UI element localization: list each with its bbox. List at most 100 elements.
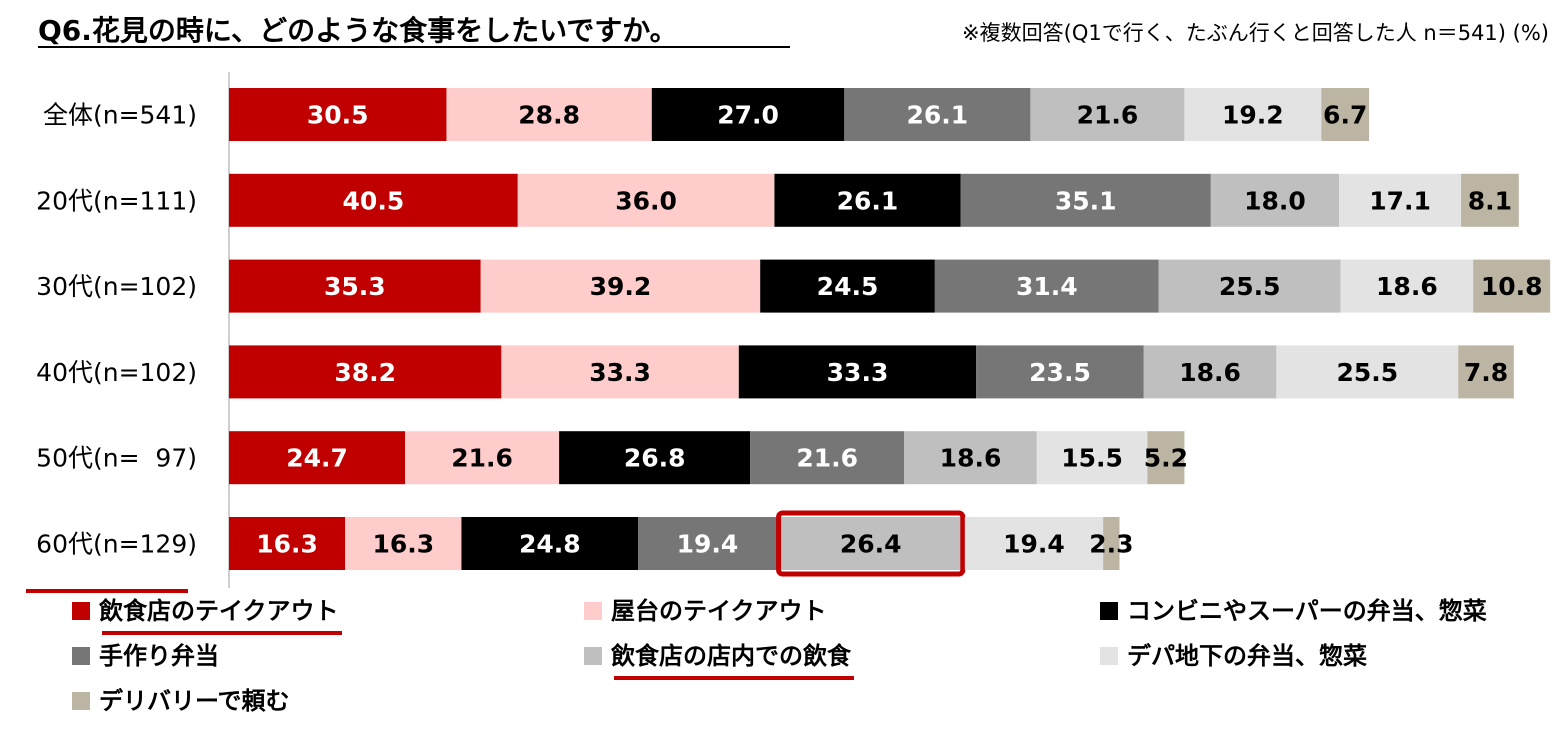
data-label: 18.0	[1244, 186, 1306, 215]
bar-segment	[229, 88, 447, 141]
bar-segment	[461, 517, 639, 570]
bar-segment	[1147, 431, 1185, 485]
data-label: 6.7	[1323, 101, 1367, 130]
legend-label: 飲食店のテイクアウト	[98, 597, 339, 625]
legend-swatch	[584, 647, 602, 665]
legend-swatch	[584, 602, 602, 620]
data-label: 2.3	[1089, 530, 1133, 559]
bar-segment	[229, 173, 518, 227]
data-label: 26.8	[624, 444, 686, 473]
legend-label: デリバリーで頼む	[99, 687, 290, 715]
legend-label: 屋台のテイクアウト	[611, 597, 827, 625]
bar-segment	[960, 173, 1211, 227]
data-label: 31.4	[1016, 272, 1078, 301]
bar-segment	[1103, 517, 1120, 570]
legend-swatch	[72, 602, 90, 620]
data-label: 24.8	[519, 530, 581, 559]
chart-title: Q6.花見の時に、どのような食事をしたいですか。	[38, 14, 678, 47]
data-label: 26.1	[837, 186, 899, 215]
bar-segment	[844, 88, 1031, 141]
bar-segment	[774, 173, 961, 227]
bar-segment	[1036, 431, 1148, 485]
legend-swatch	[72, 692, 90, 710]
data-label: 16.3	[256, 530, 318, 559]
category-label: 60代(n=129)	[36, 530, 197, 559]
bar-segment	[1340, 259, 1474, 313]
data-label: 21.6	[451, 444, 513, 473]
bar-segment	[517, 173, 775, 227]
data-label: 23.5	[1029, 358, 1091, 387]
bar-segment	[1030, 88, 1185, 141]
category-label: 50代(n= 97)	[36, 444, 197, 473]
data-label: 36.0	[615, 186, 677, 215]
data-label: 26.1	[907, 101, 969, 130]
bar-segment	[964, 517, 1104, 570]
data-label: 5.2	[1144, 444, 1188, 473]
bar-segment	[405, 431, 560, 485]
bar-segment	[1461, 173, 1519, 227]
bar-segment	[904, 431, 1037, 485]
bar-segment	[501, 345, 739, 399]
data-label: 10.8	[1481, 272, 1543, 301]
bar-segment	[651, 88, 845, 141]
category-label: 40代(n=102)	[36, 358, 197, 387]
bar-segment	[976, 345, 1144, 399]
data-label: 16.3	[372, 530, 434, 559]
data-label: 7.8	[1464, 358, 1508, 387]
bar-segment	[776, 517, 965, 570]
data-label: 19.4	[1003, 530, 1065, 559]
data-label: 27.0	[717, 101, 779, 130]
bar-segment	[559, 431, 751, 485]
data-label: 26.4	[840, 530, 902, 559]
data-label: 18.6	[1179, 358, 1241, 387]
bar-segment	[934, 259, 1159, 313]
bar-segment	[638, 517, 777, 570]
legend-label: デパ地下の弁当、惣菜	[1127, 642, 1367, 670]
data-label: 25.5	[1219, 272, 1281, 301]
bar-segment	[345, 517, 462, 570]
chart-subtitle: ※複数回答(Q1で行く、たぶん行くと回答した人 n＝541) (%)	[962, 21, 1549, 45]
data-label: 18.6	[940, 444, 1002, 473]
data-label: 19.4	[677, 530, 739, 559]
bar-segment	[1210, 173, 1340, 227]
data-label: 35.3	[324, 272, 386, 301]
bar-segment	[1184, 88, 1322, 141]
data-label: 18.6	[1376, 272, 1438, 301]
bar-segment	[480, 259, 761, 313]
highlight-box	[776, 510, 966, 577]
data-label: 30.5	[307, 101, 369, 130]
bar-segment	[738, 345, 977, 399]
data-label: 19.2	[1222, 101, 1284, 130]
data-label: 24.5	[817, 272, 879, 301]
bar-segment	[229, 259, 481, 313]
bar-segment	[1339, 173, 1462, 227]
data-label: 35.1	[1055, 186, 1117, 215]
bar-segment	[229, 431, 406, 485]
legend-swatch	[72, 647, 90, 665]
data-label: 40.5	[343, 186, 405, 215]
bar-segment	[446, 88, 652, 141]
category-label: 30代(n=102)	[36, 272, 197, 301]
data-label: 21.6	[796, 444, 858, 473]
bar-segment	[1473, 259, 1551, 313]
bar-segment	[760, 259, 935, 313]
data-label: 8.1	[1468, 186, 1512, 215]
legend-label: コンビニやスーパーの弁当、惣菜	[1127, 597, 1487, 625]
bar-segment	[1158, 259, 1341, 313]
data-label: 17.1	[1369, 186, 1431, 215]
data-label: 39.2	[590, 272, 652, 301]
legend-label: 飲食店の店内での飲食	[610, 642, 852, 670]
bar-segment	[229, 345, 502, 399]
data-label: 15.5	[1061, 444, 1123, 473]
data-label: 33.3	[589, 358, 651, 387]
category-label: 全体(n=541)	[43, 101, 197, 130]
bar-segment	[1321, 88, 1370, 141]
bars-layer: 全体(n=541) 30.5 28.8 27.0 26.1 21.6 19.2 6.7 20代(…	[26, 88, 1551, 593]
data-label: 21.6	[1077, 101, 1139, 130]
bar-segment	[750, 431, 905, 485]
legend-swatch	[1100, 602, 1118, 620]
data-label: 38.2	[334, 358, 396, 387]
bar-segment	[229, 517, 346, 570]
